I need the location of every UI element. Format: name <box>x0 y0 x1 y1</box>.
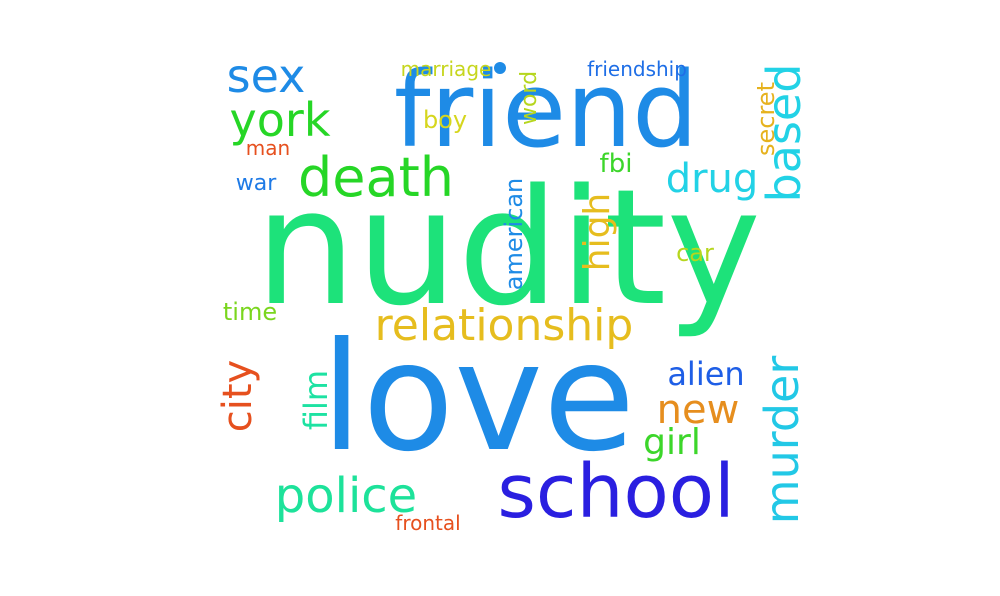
word-marriage: marriage <box>400 57 492 81</box>
word-alien: alien <box>667 355 745 393</box>
word-city: city <box>215 359 261 433</box>
word-york: york <box>229 93 331 147</box>
word-drug: drug <box>665 156 759 202</box>
word-friendship: friendship <box>587 57 687 81</box>
word-man: man <box>245 136 291 160</box>
word-new: new <box>656 387 740 433</box>
word-high: high <box>577 192 618 272</box>
word-nudity: nudity <box>254 154 762 341</box>
word-american: american <box>500 177 528 291</box>
word-boy: boy <box>422 106 468 134</box>
word-film: film <box>297 369 335 431</box>
word-friend: friend <box>393 49 699 171</box>
word-frontal: frontal <box>395 511 461 535</box>
word-sex: sex <box>226 49 306 103</box>
word-death: death <box>298 146 454 209</box>
word-school: school <box>497 449 735 535</box>
word-murder: murder <box>755 355 809 525</box>
word-word: word <box>517 70 542 126</box>
word-fbi: fbi <box>599 149 633 179</box>
dot-decoration <box>494 62 506 74</box>
word-secret: secret <box>752 82 780 156</box>
word-love: love <box>320 311 636 485</box>
word-girl: girl <box>643 422 701 463</box>
word-car: car <box>676 239 714 267</box>
word-relationship: relationship <box>374 300 634 351</box>
word-time: time <box>222 298 278 326</box>
word-police: police <box>274 468 418 524</box>
word-war: war <box>235 171 277 196</box>
